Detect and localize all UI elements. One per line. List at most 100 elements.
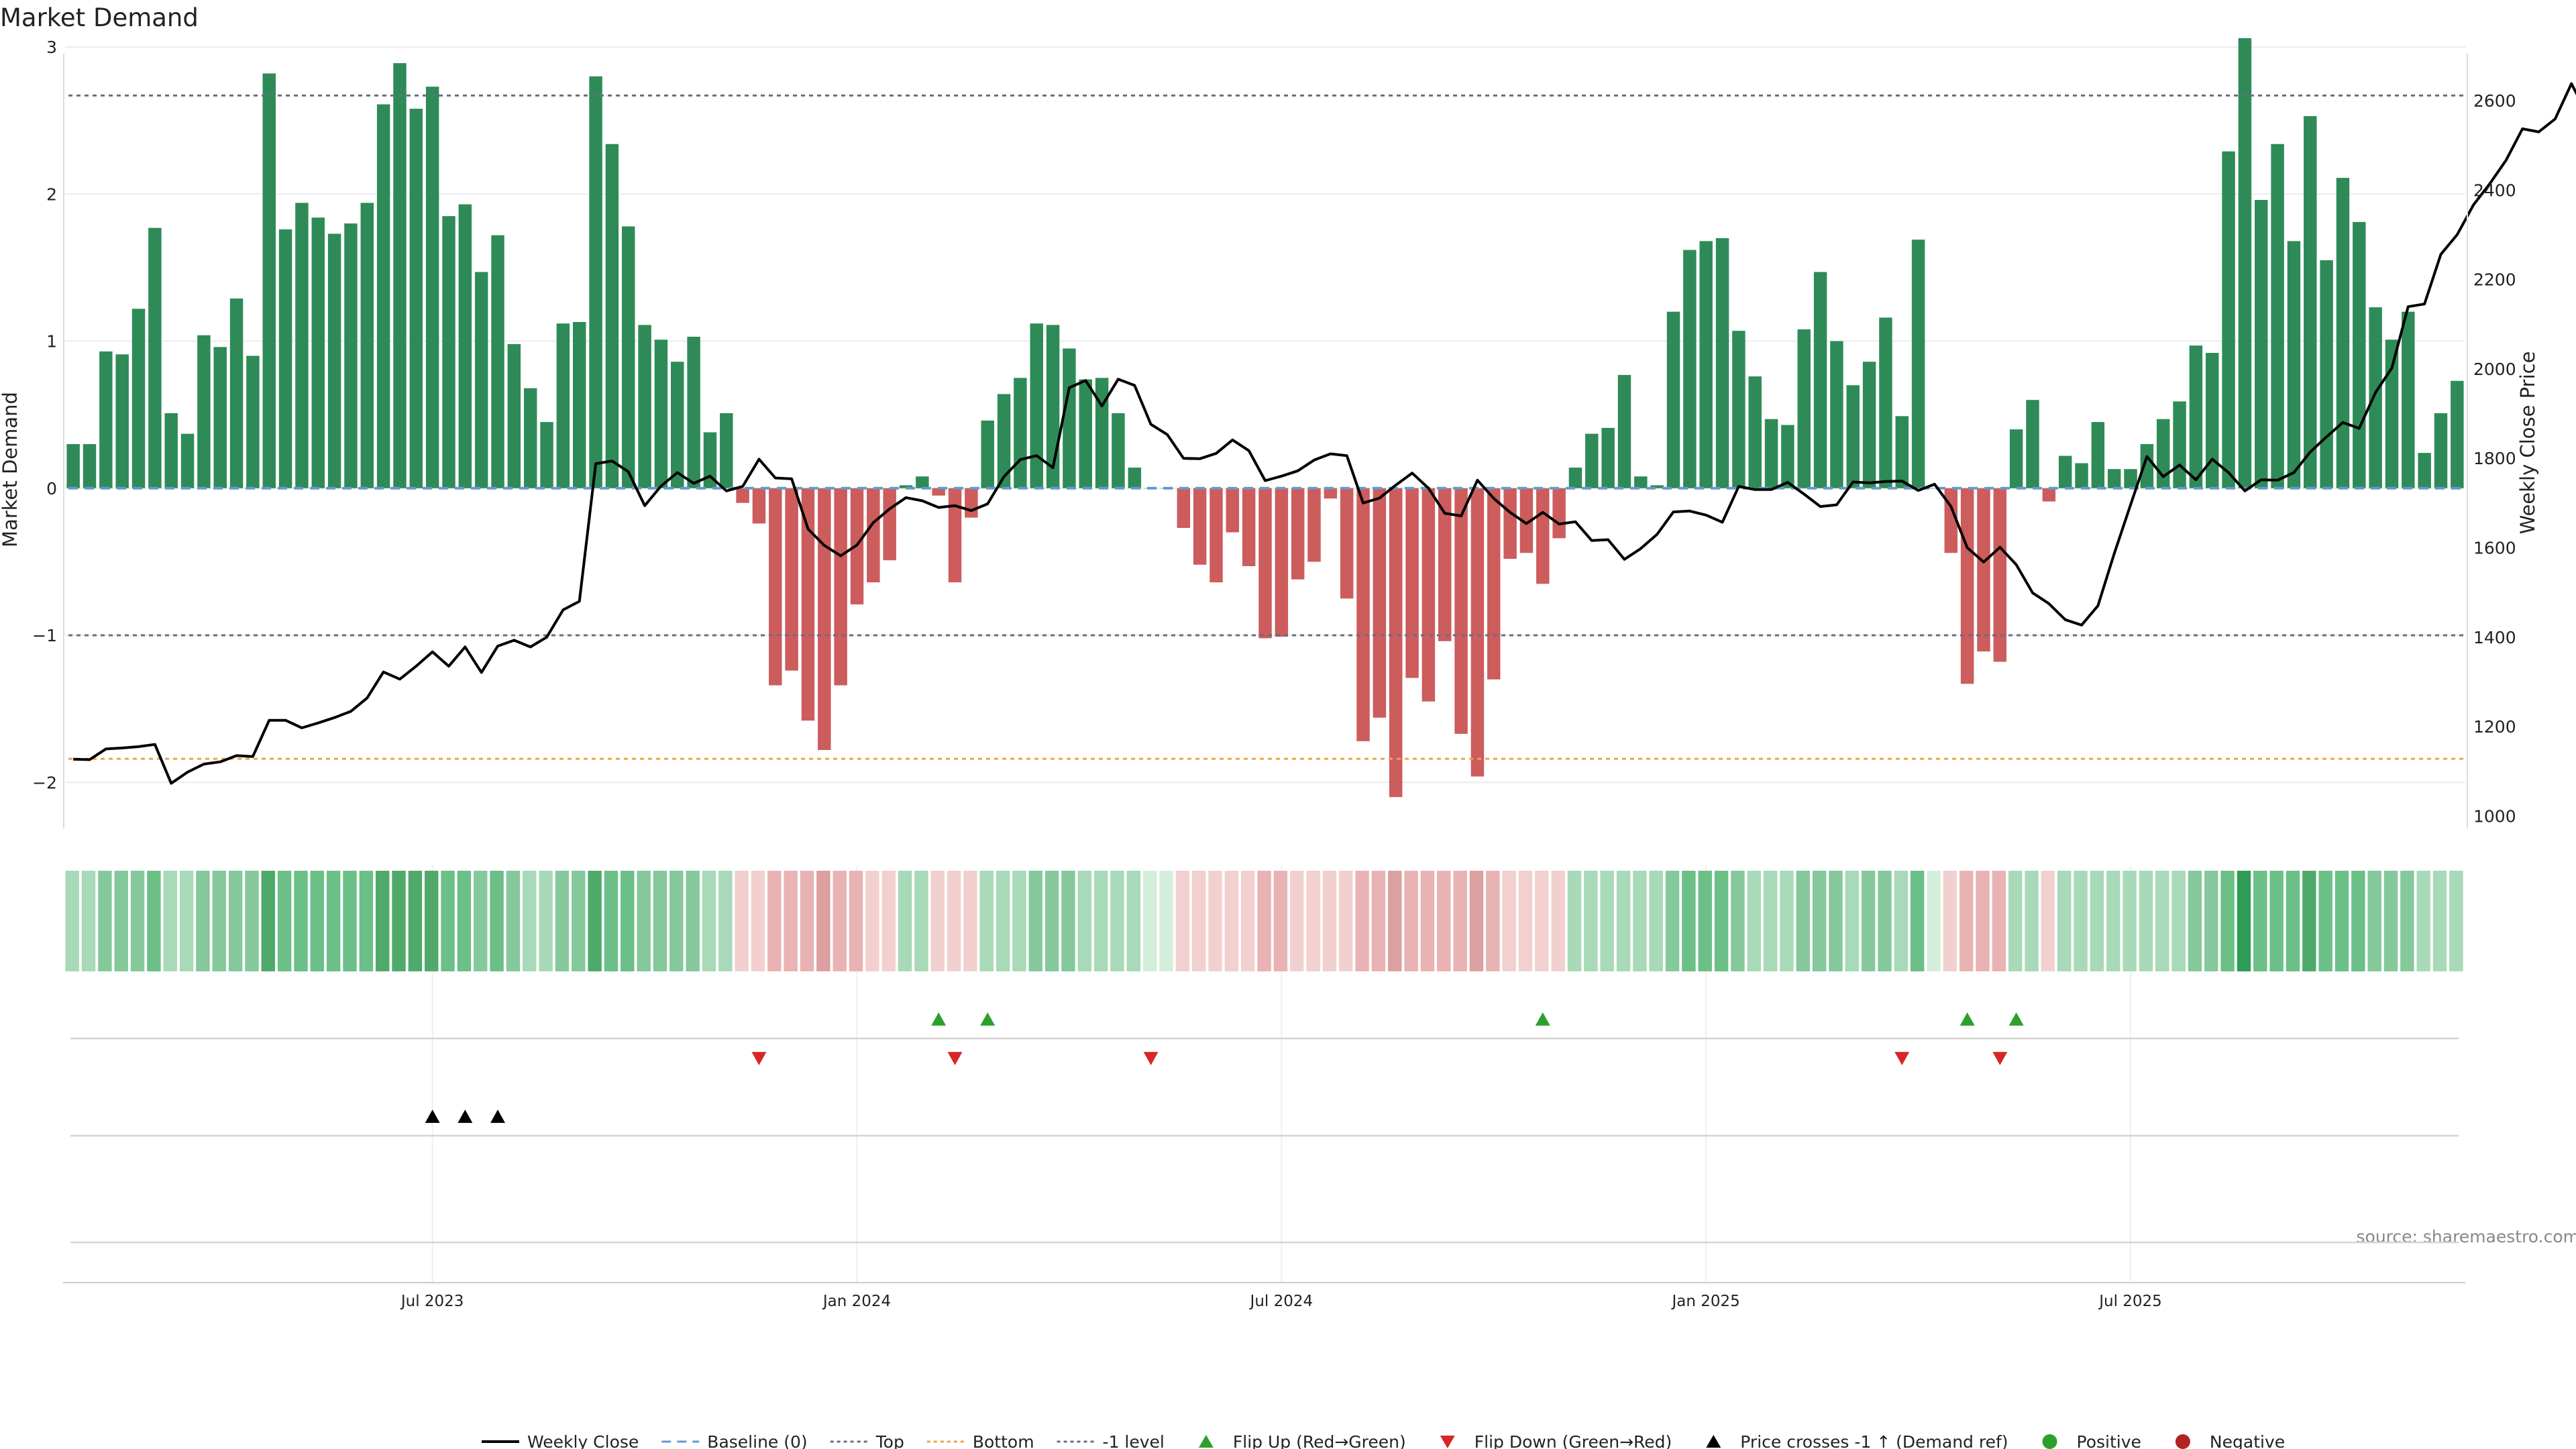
strip-cell — [1420, 871, 1435, 971]
demand-bar-positive — [1095, 378, 1109, 488]
strip-cell — [1486, 871, 1500, 971]
strip-cell — [816, 871, 830, 971]
strip-cell — [81, 871, 96, 971]
triangle-up-icon — [1198, 1435, 1214, 1448]
demand-bar-positive — [2205, 353, 2219, 488]
demand-bar-positive — [2304, 116, 2317, 488]
strip-cell — [621, 871, 635, 971]
reference-lines — [68, 94, 2465, 760]
strip-cell — [1927, 871, 1941, 971]
demand-bar-positive — [1764, 419, 1778, 488]
demand-bar-negative — [932, 488, 945, 496]
y-tick-label-right: 2200 — [2473, 270, 2516, 290]
demand-bar-negative — [1210, 488, 1223, 583]
demand-bar-positive — [148, 227, 162, 488]
strip-cell — [604, 871, 619, 971]
y-tick-label-right: 1600 — [2473, 538, 2516, 557]
demand-bar-positive — [2189, 345, 2203, 488]
demand-bar-positive — [1715, 238, 1729, 488]
demand-bar-positive — [360, 203, 374, 488]
strip-cell — [2334, 871, 2349, 971]
legend-label: -1 level — [1103, 1432, 1165, 1449]
demand-bar-positive — [1846, 385, 1860, 488]
demand-bar-positive — [474, 272, 488, 488]
strip-cell — [1796, 871, 1811, 971]
strip-cell — [1453, 871, 1467, 971]
demand-bar-negative — [1242, 488, 1256, 566]
strip-cell — [1110, 871, 1124, 971]
legend-item: Flip Down (Green→Red) — [1440, 1432, 1672, 1449]
demand-bar-positive — [1634, 476, 1648, 488]
demand-bar-positive — [180, 433, 195, 488]
demand-bar-positive — [671, 362, 684, 488]
y-tick-label-right: 2400 — [2473, 180, 2516, 200]
demand-bar-positive — [1781, 425, 1794, 488]
strip-cell — [1600, 871, 1614, 971]
y-tick-label-left: 1 — [46, 332, 57, 352]
demand-bar-positive — [997, 394, 1011, 488]
strip-cell — [490, 871, 504, 971]
demand-bar-positive — [197, 335, 211, 488]
y-tick-label-right: 1800 — [2473, 449, 2516, 468]
demand-bar-positive — [425, 87, 439, 488]
demand-bar-positive — [131, 309, 146, 488]
legend-label: Negative — [2210, 1432, 2285, 1449]
flip-up-marker — [980, 1012, 996, 1026]
strip-cell — [1159, 871, 1173, 971]
strip-cell — [963, 871, 977, 971]
strip-cell — [1404, 871, 1418, 971]
strip-cell — [65, 871, 79, 971]
demand-bar-negative — [1340, 488, 1354, 599]
strip-cell — [2123, 871, 2137, 971]
strip-cell — [702, 871, 716, 971]
strip-cell — [163, 871, 177, 971]
demand-bar-positive — [523, 388, 537, 488]
signal-markers — [425, 1012, 2024, 1123]
strip-cell — [2204, 871, 2218, 971]
demand-bar-positive — [2238, 38, 2252, 488]
demand-bar-positive — [164, 413, 178, 488]
demand-bar-negative — [1275, 488, 1289, 637]
triangle-up-icon — [1706, 1435, 1721, 1448]
strip-cell — [2449, 871, 2463, 971]
demand-bar-positive — [409, 109, 423, 488]
strip-cell — [1682, 871, 1696, 971]
demand-bar-positive — [540, 422, 553, 488]
legend-item: -1 level — [1057, 1432, 1165, 1449]
demand-bar-negative — [1193, 488, 1207, 565]
strip-cell — [1861, 871, 1876, 971]
strip-cell — [245, 871, 259, 971]
strip-cell — [179, 871, 194, 971]
strip-cell — [588, 871, 602, 971]
strip-cell — [1322, 871, 1337, 971]
demand-bar-positive — [115, 354, 129, 488]
y-axis-label-right: Weekly Close Price — [2516, 352, 2539, 535]
demand-bar-positive — [1128, 468, 1142, 488]
strip-cell — [572, 871, 586, 971]
strip-cell — [637, 871, 651, 971]
strip-cell — [1388, 871, 1402, 971]
demand-bar-positive — [1732, 331, 1746, 488]
flip-up-marker — [2008, 1012, 2024, 1026]
demand-bar-positive — [589, 76, 602, 488]
strip-cell — [751, 871, 765, 971]
demand-bar-negative — [818, 488, 831, 751]
demand-bar-positive — [1748, 376, 1762, 488]
strip-cell — [2432, 871, 2447, 971]
strip-cell — [326, 871, 341, 971]
demand-bar-positive — [1699, 241, 1713, 488]
strip-cell — [114, 871, 128, 971]
strip-cell — [2318, 871, 2332, 971]
demand-bar-positive — [638, 325, 651, 488]
demand-bar-negative — [1258, 488, 1272, 639]
strip-cell — [767, 871, 782, 971]
strip-cell — [392, 871, 406, 971]
demand-bar-positive — [2451, 380, 2464, 488]
demand-bar-positive — [2336, 178, 2350, 488]
demand-bar-positive — [1650, 485, 1664, 488]
strip-cell — [359, 871, 374, 971]
demand-bar-negative — [1944, 488, 1958, 553]
y-tick-label-right: 2600 — [2473, 91, 2516, 111]
legend: Weekly Close Baseline (0) Top Bottom -1 leve… — [482, 1432, 2285, 1449]
demand-bar-positive — [278, 229, 292, 488]
